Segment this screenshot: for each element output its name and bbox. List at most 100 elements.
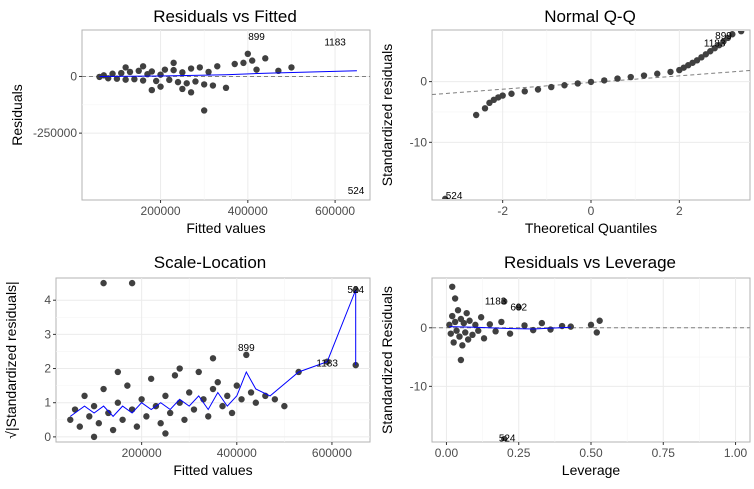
x-axis-label: Fitted values (186, 220, 265, 236)
data-point (166, 76, 173, 84)
data-point (76, 423, 83, 430)
data-point (196, 64, 204, 71)
data-point (118, 69, 125, 77)
y-tick-label: -250000 (33, 126, 77, 140)
data-point (454, 307, 462, 314)
data-point (486, 321, 494, 328)
data-point (720, 38, 727, 45)
y-axis-label: √|Standardized residuals| (3, 281, 19, 438)
point-label-524: 524 (499, 433, 516, 444)
data-point (179, 85, 186, 93)
data-point (501, 298, 508, 305)
data-point (157, 71, 164, 78)
data-point (122, 64, 129, 71)
y-axis-label: Standardized Residuals (379, 286, 395, 434)
data-point (200, 107, 208, 114)
y-tick-label: 0 (420, 75, 427, 89)
data-point (222, 84, 230, 92)
data-point (109, 70, 116, 77)
chart-panel-1: 200000 400000 600000 -250000 0 899 1183 524 Resi… (9, 7, 371, 236)
point-label-524: 524 (347, 285, 364, 296)
x-tick-label: 0.50 (579, 446, 603, 460)
data-point (170, 66, 177, 74)
data-layer (446, 283, 603, 441)
point-label-1183: 1183 (485, 296, 507, 307)
data-point (715, 41, 723, 49)
y-tick-label: 1 (44, 396, 51, 410)
data-point (124, 382, 131, 389)
plot-frame (81, 29, 371, 201)
data-point (139, 63, 147, 70)
data-point (462, 329, 469, 336)
data-point (499, 92, 506, 99)
data-point (460, 319, 467, 327)
data-point (244, 50, 252, 57)
smooth-line (70, 289, 357, 418)
x-tick-label: 200000 (141, 204, 181, 218)
data-point (472, 321, 479, 329)
data-point (451, 295, 459, 302)
data-point (162, 430, 169, 437)
y-tick-label: -10 (410, 135, 428, 149)
data-point (449, 312, 456, 320)
point-label-1183: 1183 (704, 38, 726, 49)
data-point (667, 68, 674, 76)
y-tick-label: 0 (70, 69, 77, 83)
data-point (135, 67, 142, 75)
panel-title: Normal Q-Q (544, 7, 636, 26)
data-point (119, 416, 126, 423)
data-point (262, 55, 269, 62)
data-point (105, 409, 112, 417)
data-point (138, 396, 145, 403)
point-label-899: 899 (715, 31, 732, 42)
x-tick-label: 0.00 (435, 446, 459, 460)
data-point (469, 331, 476, 339)
data-point (601, 77, 608, 84)
data-point (240, 59, 247, 67)
data-point (231, 60, 238, 68)
data-point (170, 59, 177, 67)
data-point (281, 402, 288, 410)
data-point (190, 406, 198, 413)
data-point (187, 89, 195, 96)
data-point (521, 322, 528, 329)
point-label-1183: 1183 (324, 37, 346, 48)
data-point (90, 402, 98, 410)
data-point (472, 111, 480, 119)
x-axis-label: Theoretical Quantiles (525, 220, 657, 236)
data-point (508, 90, 515, 97)
data-point (67, 416, 74, 423)
chart-panel-3: 200000 400000 600000 0 1 2 3 4 899 1183 524 Scale-L… (3, 253, 371, 478)
data-point (133, 423, 141, 430)
data-point (139, 77, 147, 84)
data-point (186, 389, 193, 396)
data-point (209, 385, 217, 393)
data-point (515, 304, 522, 311)
data-point (480, 335, 488, 342)
x-tick-label: 1.00 (724, 446, 748, 460)
x-axis-label: Fitted values (173, 462, 252, 478)
data-point (161, 66, 169, 73)
data-point (654, 70, 661, 77)
data-point (248, 57, 256, 64)
data-point (492, 328, 499, 335)
data-point (724, 34, 732, 42)
data-point (737, 31, 745, 35)
data-point (456, 333, 463, 340)
data-point (181, 416, 188, 423)
x-axis-label: Leverage (562, 462, 621, 478)
data-point (147, 375, 155, 382)
data-point (247, 389, 255, 396)
x-tick-label: 200000 (122, 446, 162, 460)
y-tick-label: 0 (44, 430, 51, 444)
panel-title: Residuals vs Leverage (504, 253, 676, 272)
point-label-524: 524 (446, 191, 463, 202)
data-point (538, 319, 546, 327)
point-label-899: 899 (238, 343, 255, 354)
data-point (122, 76, 129, 83)
data-point (451, 318, 459, 326)
data-point (131, 75, 138, 83)
data-point (561, 82, 568, 89)
data-point (214, 379, 221, 386)
